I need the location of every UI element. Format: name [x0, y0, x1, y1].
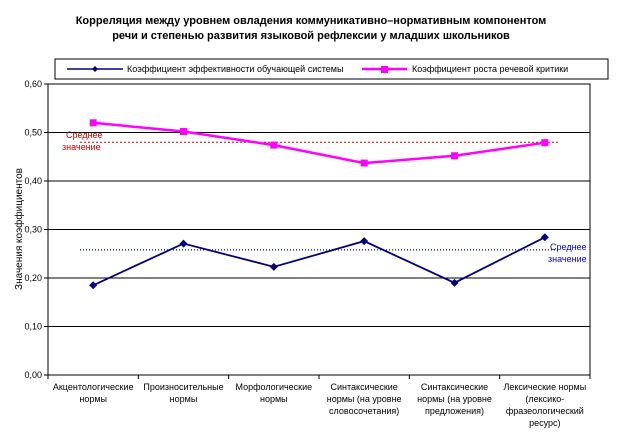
data-point-series-2: [360, 159, 368, 167]
y-tick-label: 0,00: [24, 370, 42, 380]
x-axis-ticks: [47, 375, 591, 379]
chart-title-line-1: Корреляция между уровнем овладения комму…: [76, 15, 547, 27]
mean-label-series-1: Среднее значение: [548, 242, 587, 264]
data-point-series-2: [270, 141, 278, 149]
data-point-series-2: [89, 119, 97, 127]
legend-label-series-2: Коэффициент роста речевой критики: [412, 64, 568, 74]
x-category-label: Акцентологические нормы: [53, 382, 134, 404]
data-point-series-2: [451, 152, 458, 160]
y-axis-title: Значения коэффициентов: [13, 168, 25, 290]
data-point-series-1: [540, 233, 549, 242]
legend-marker-diamond-icon: [92, 66, 98, 72]
y-tick-label: 0,40: [24, 176, 42, 186]
gridlines: [48, 132, 590, 327]
reference-lines: Среднее значение Среднее значение: [62, 130, 587, 264]
legend-item-series-2: Коэффициент роста речевой критики: [362, 64, 568, 74]
legend-item-series-1: Коэффициент эффективности обучающей сист…: [67, 64, 343, 74]
data-point-series-1: [89, 281, 98, 290]
chart-title: Корреляция между уровнем овладения комму…: [76, 15, 547, 42]
y-tick-label: 0,10: [24, 322, 42, 332]
x-category-label: Синтаксические нормы (на уровне словосочет…: [327, 382, 402, 416]
y-tick-label: 0,60: [24, 79, 42, 89]
legend-label-series-1: Коэффициент эффективности обучающей сист…: [127, 64, 343, 74]
x-category-label: Синтаксические нормы (на уровне предложени…: [417, 382, 492, 416]
data-point-series-1: [179, 239, 188, 248]
legend: Коэффициент эффективности обучающей сист…: [54, 58, 609, 80]
y-tick-label: 0,30: [24, 225, 42, 235]
series-line-1: [92, 236, 546, 287]
x-category-label: Произносительные нормы: [143, 382, 223, 404]
mean-label-series-2: Среднее значение: [62, 130, 103, 152]
legend-box: [54, 58, 609, 80]
y-tick-label: 0,20: [24, 273, 42, 283]
data-point-series-2: [180, 128, 187, 136]
x-category-label: Лексические нормы (лексико-фразеологическ…: [503, 382, 586, 428]
legend-marker-square-icon: [381, 66, 388, 73]
y-axis-ticks: 0,00 0,10 0,20 0,30 0,40 0,50 0,60: [24, 79, 48, 380]
chart-title-line-2: речи и степенью развития языковой рефлек…: [112, 30, 510, 42]
data-point-series-1: [450, 278, 459, 287]
x-category-label: Морфологические нормы: [236, 382, 313, 404]
data-point-series-1: [269, 262, 278, 271]
x-axis-categories: Акцентологические нормы Произносительные но…: [53, 382, 586, 428]
series-line-2: [93, 121, 546, 165]
data-point-series-1: [360, 237, 369, 246]
y-tick-label: 0,50: [24, 128, 42, 138]
series-lines: [89, 119, 549, 290]
data-point-series-2: [541, 139, 549, 147]
